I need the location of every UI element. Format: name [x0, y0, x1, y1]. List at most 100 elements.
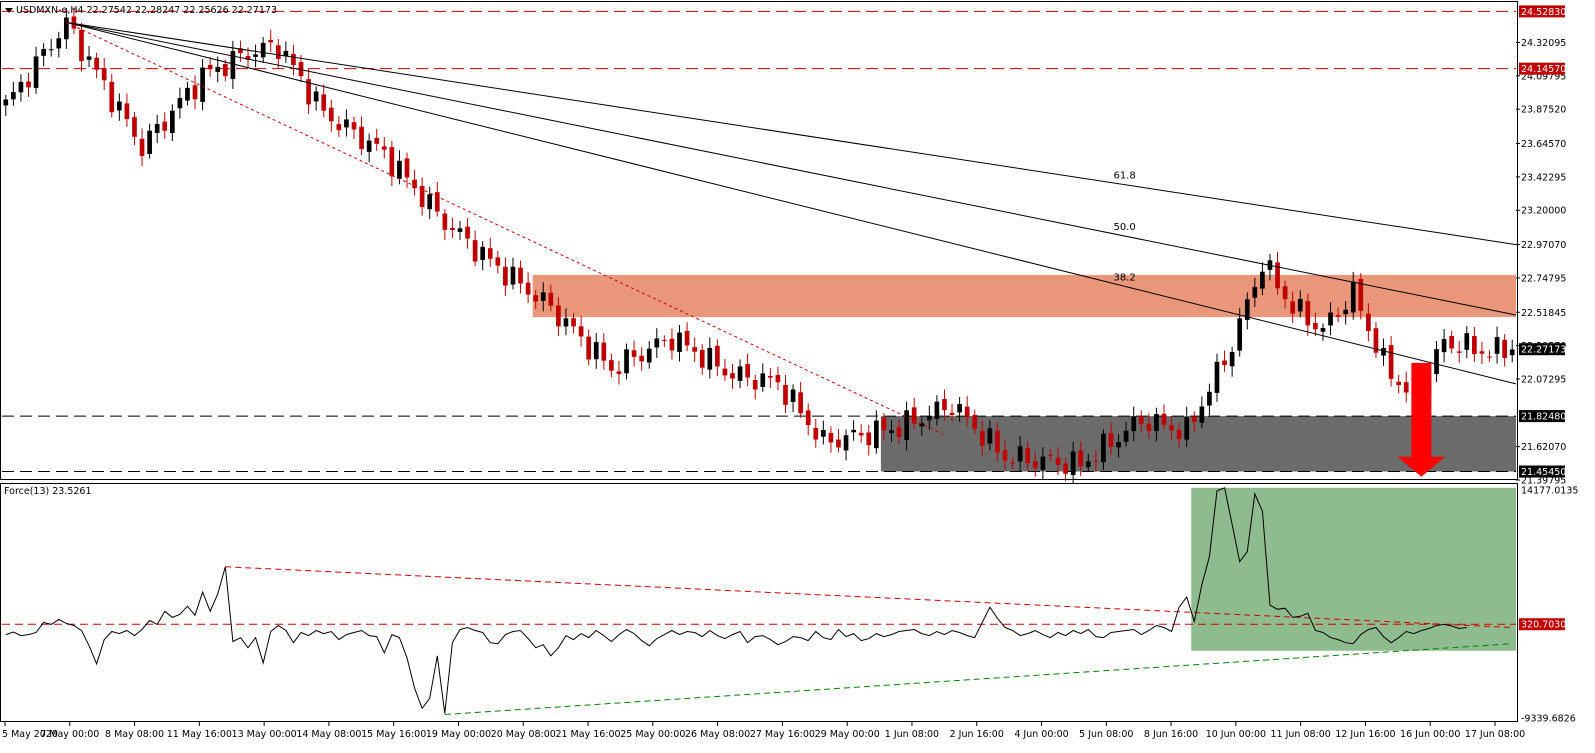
time-tick-label: 5 May 2020 [2, 729, 58, 740]
candle-body [1237, 318, 1243, 351]
candle-body [896, 427, 902, 438]
candle-body [631, 350, 637, 357]
candle-body [1063, 463, 1068, 474]
candle-body [1176, 429, 1182, 440]
candle-body [1123, 430, 1129, 442]
candle-body [548, 292, 554, 306]
candle-body [275, 45, 281, 60]
candle-body [1328, 312, 1333, 326]
candle-body [169, 110, 175, 134]
candle-body [578, 326, 584, 337]
force-tick-label: 14177.0135 [1521, 486, 1578, 497]
price-tick-label: 22.51845 [1521, 308, 1566, 319]
candle-body [215, 66, 221, 72]
price-tick-label: 24.32095 [1521, 38, 1566, 49]
candle-body [1131, 416, 1137, 432]
candle-body [1085, 461, 1091, 468]
candle-body [154, 123, 160, 133]
candle-body [805, 410, 811, 426]
candle-body [18, 81, 24, 93]
last-price-label: 22.27173 [1521, 345, 1566, 356]
candle-body [1108, 432, 1114, 447]
fib-fan-line-61.8 [66, 21, 1517, 246]
candle-body [1078, 450, 1084, 467]
candle-body [820, 429, 826, 437]
candle-body [1320, 327, 1326, 332]
candle-body [245, 56, 251, 60]
level-tag [1519, 5, 1565, 18]
down-arrow-icon [1397, 362, 1446, 477]
force-green-trendline [444, 643, 1513, 716]
candle-body [1373, 328, 1379, 353]
price-tick-label: 23.64570 [1521, 139, 1566, 150]
candle-body [836, 439, 841, 448]
time-tick-label: 5 Jun 08:00 [1079, 729, 1133, 740]
time-tick-label: 11 May 16:00 [167, 729, 232, 740]
time-tick-label: 20 May 08:00 [491, 729, 556, 740]
candle-body [1138, 416, 1144, 424]
candle-body [699, 349, 705, 368]
candle-body [964, 406, 970, 418]
candle-body [63, 17, 69, 40]
force-line [5, 487, 1467, 714]
level-tag [1519, 62, 1565, 75]
force-zone [1191, 487, 1516, 651]
candle-body [942, 398, 947, 411]
candle-body [533, 295, 539, 302]
candle-body [873, 420, 879, 449]
candle-body [609, 360, 614, 371]
candle-body [957, 404, 962, 413]
candle-body [1040, 456, 1046, 470]
candle-body [3, 99, 9, 106]
candle-body [132, 117, 137, 137]
candle-body [147, 130, 152, 154]
candle-body [639, 355, 645, 362]
candlestick-series [3, 7, 1515, 484]
candle-body [715, 345, 720, 367]
candle-body [1260, 271, 1265, 289]
time-tick-label: 8 May 08:00 [105, 729, 164, 740]
candle-body [1161, 413, 1167, 425]
time-tick-label: 27 May 16:00 [750, 729, 815, 740]
candle-body [503, 266, 508, 286]
candle-body [291, 53, 296, 66]
candle-body [434, 192, 440, 212]
candle-body [995, 430, 1000, 453]
candle-body [1154, 414, 1159, 432]
time-tick-label: 13 May 00:00 [232, 729, 297, 740]
candle-body [768, 376, 773, 378]
candle-body [745, 364, 750, 378]
candle-body [1509, 349, 1515, 356]
candle-body [404, 158, 410, 178]
candle-body [866, 432, 872, 446]
candle-body [336, 124, 342, 131]
time-tick-label: 4 Jun 00:00 [1014, 729, 1068, 740]
time-tick-label: 19 May 00:00 [426, 729, 491, 740]
candle-body [253, 54, 258, 57]
candle-body [1169, 425, 1174, 431]
candle-body [540, 292, 546, 301]
level-tag-label: 24.52830 [1521, 7, 1566, 18]
candle-body [412, 179, 417, 189]
main-header: USDMXN-e,H4 22.27542 22.28247 22.25626 2… [16, 5, 277, 16]
candle-body [1305, 301, 1311, 326]
candle-body [926, 416, 932, 421]
time-tick-label: 16 Jun 00:00 [1400, 729, 1460, 740]
candle-body [677, 332, 682, 352]
candle-body [124, 103, 130, 120]
candle-body [1025, 448, 1031, 464]
candle-body [1358, 278, 1364, 311]
candle-body [1229, 352, 1235, 367]
collapse-triangle-icon[interactable] [5, 8, 13, 13]
candle-body [359, 126, 364, 150]
candle-body [222, 64, 228, 77]
candle-body [1244, 299, 1250, 320]
price-tick-label: 23.42295 [1521, 172, 1566, 183]
level-tag-label: 21.82480 [1521, 412, 1566, 423]
candle-body [162, 121, 168, 131]
candle-body [442, 213, 448, 230]
candle-body [798, 392, 803, 414]
candle-body [495, 257, 501, 266]
candle-body [911, 407, 917, 424]
price-tick-label: 23.20000 [1521, 206, 1566, 217]
